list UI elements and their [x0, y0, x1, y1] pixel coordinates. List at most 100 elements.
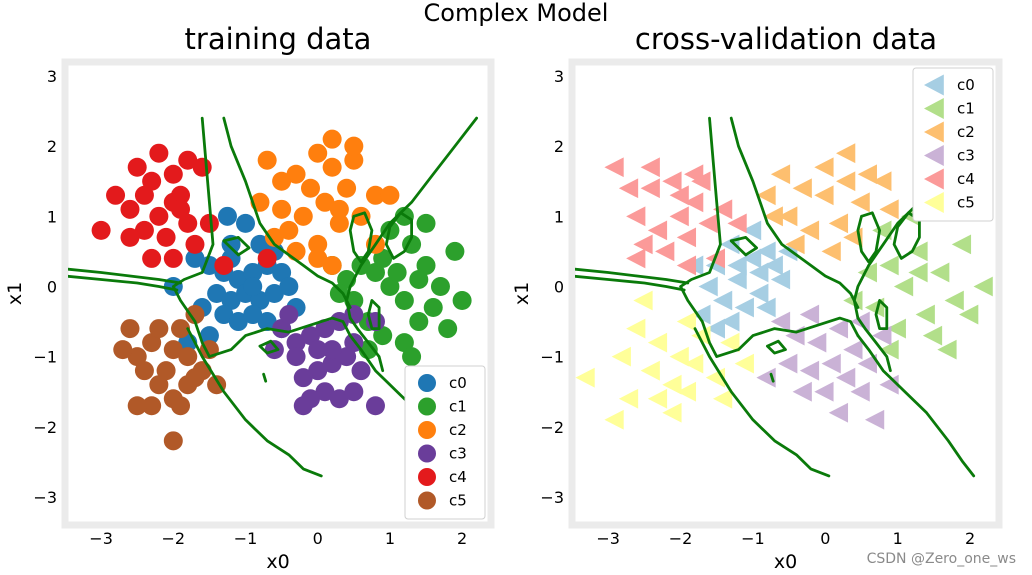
data-point-c3	[821, 353, 841, 374]
data-point-c0	[741, 220, 762, 241]
data-point-c4	[149, 143, 169, 163]
data-point-c3	[872, 325, 892, 346]
data-point-c4	[662, 171, 682, 192]
data-point-c5	[662, 374, 682, 395]
data-point-c3	[799, 360, 820, 381]
data-point-c3	[770, 311, 791, 332]
y-tick-label: 0	[554, 277, 564, 296]
data-point-c2	[322, 255, 342, 275]
y-tick-label: −2	[540, 418, 564, 437]
data-point-c5	[142, 333, 162, 353]
y-tick-label: −2	[33, 418, 57, 437]
decision-boundary-line	[729, 236, 758, 257]
data-point-c4	[127, 157, 147, 177]
data-point-c2	[315, 192, 335, 212]
legend-marker-c4	[418, 468, 436, 486]
decision-boundary-line	[186, 327, 323, 478]
data-point-c5	[618, 388, 639, 409]
data-point-c2	[322, 129, 342, 149]
data-point-c1	[365, 262, 385, 282]
data-point-c1	[438, 319, 458, 339]
data-point-c5	[611, 346, 631, 367]
data-point-c2	[814, 157, 834, 178]
data-point-c1	[445, 241, 465, 261]
legend-box	[912, 67, 994, 222]
decision-boundary-line	[575, 274, 686, 292]
decision-boundary-line	[348, 316, 385, 373]
figure-suptitle: Complex Model	[424, 0, 609, 27]
data-point-c2	[286, 164, 306, 184]
data-point-c0	[712, 290, 733, 311]
data-point-c4	[178, 150, 198, 170]
data-point-c4	[684, 164, 704, 185]
data-point-c2	[272, 171, 292, 191]
data-point-c3	[756, 367, 776, 388]
data-point-c5	[127, 396, 147, 416]
data-point-c2	[879, 199, 899, 220]
x-tick-label: −2	[162, 529, 186, 548]
data-point-c4	[185, 234, 205, 254]
data-point-c1	[394, 291, 414, 311]
data-point-c0	[734, 297, 754, 318]
data-point-c1	[922, 325, 943, 346]
training-data-panel: training data −3 −2 −1 0 1 2 −3 −2 −1 0 1 2 3 x0 x1 c0 c1…	[4, 22, 495, 573]
data-point-c2	[836, 171, 856, 192]
data-point-c1	[857, 262, 877, 283]
decision-boundary-line	[348, 211, 374, 264]
data-point-c2	[293, 206, 313, 226]
data-point-c4	[199, 213, 219, 233]
data-point-c4	[698, 213, 718, 234]
decision-boundary-line	[262, 372, 268, 383]
data-point-c3	[322, 340, 342, 360]
data-point-c4	[120, 227, 140, 247]
decision-boundary-line	[258, 339, 280, 355]
data-point-c0	[770, 269, 791, 290]
data-point-c4	[655, 241, 675, 262]
data-point-c4	[727, 213, 747, 234]
decision-boundary-line	[575, 267, 690, 285]
data-point-c2	[380, 185, 400, 205]
data-point-c2	[344, 150, 364, 170]
y-tick-label: 2	[47, 137, 57, 156]
data-point-c5	[149, 375, 169, 395]
watermark-text: CSDN @Zero_one_ws	[867, 551, 1016, 567]
decision-boundary-line	[171, 116, 352, 358]
data-point-c2	[300, 178, 320, 198]
data-point-c4	[214, 255, 234, 275]
data-point-c5	[669, 346, 689, 367]
legend-marker-c1	[924, 98, 944, 119]
legend-marker-c2	[924, 121, 944, 143]
legend-label-c0: c0	[957, 76, 975, 94]
decision-boundary-line	[856, 316, 892, 373]
y-tick-label: 3	[554, 67, 564, 86]
legend-marker-c5	[418, 491, 436, 510]
data-point-c0	[228, 269, 248, 289]
legend-label-c5: c5	[449, 492, 467, 510]
decision-boundary-line	[679, 116, 860, 358]
data-point-c2	[872, 171, 892, 192]
data-point-c0	[228, 312, 248, 332]
panel-title: cross-validation data	[635, 22, 937, 56]
data-point-c4	[171, 199, 191, 219]
legend-label-c1: c1	[957, 100, 975, 118]
data-point-c0	[217, 206, 237, 226]
data-point-c4	[618, 178, 639, 199]
data-point-c3	[850, 381, 870, 402]
data-point-c4	[163, 248, 183, 268]
data-point-c5	[647, 388, 668, 409]
data-point-c1	[879, 339, 899, 360]
data-point-c5	[647, 332, 668, 353]
legend-label-c3: c3	[957, 147, 975, 165]
data-point-c1	[951, 234, 972, 255]
data-point-c5	[640, 360, 660, 381]
legend-marker-c0	[924, 74, 944, 96]
data-point-c2	[344, 136, 364, 156]
data-point-c3	[351, 361, 371, 381]
data-point-c0	[221, 291, 241, 311]
decision-boundary-line	[222, 236, 251, 257]
data-point-c0	[727, 255, 747, 276]
data-point-c3	[857, 353, 877, 374]
data-point-c1	[387, 262, 407, 282]
data-point-c5	[163, 431, 183, 451]
data-point-c3	[286, 333, 306, 353]
